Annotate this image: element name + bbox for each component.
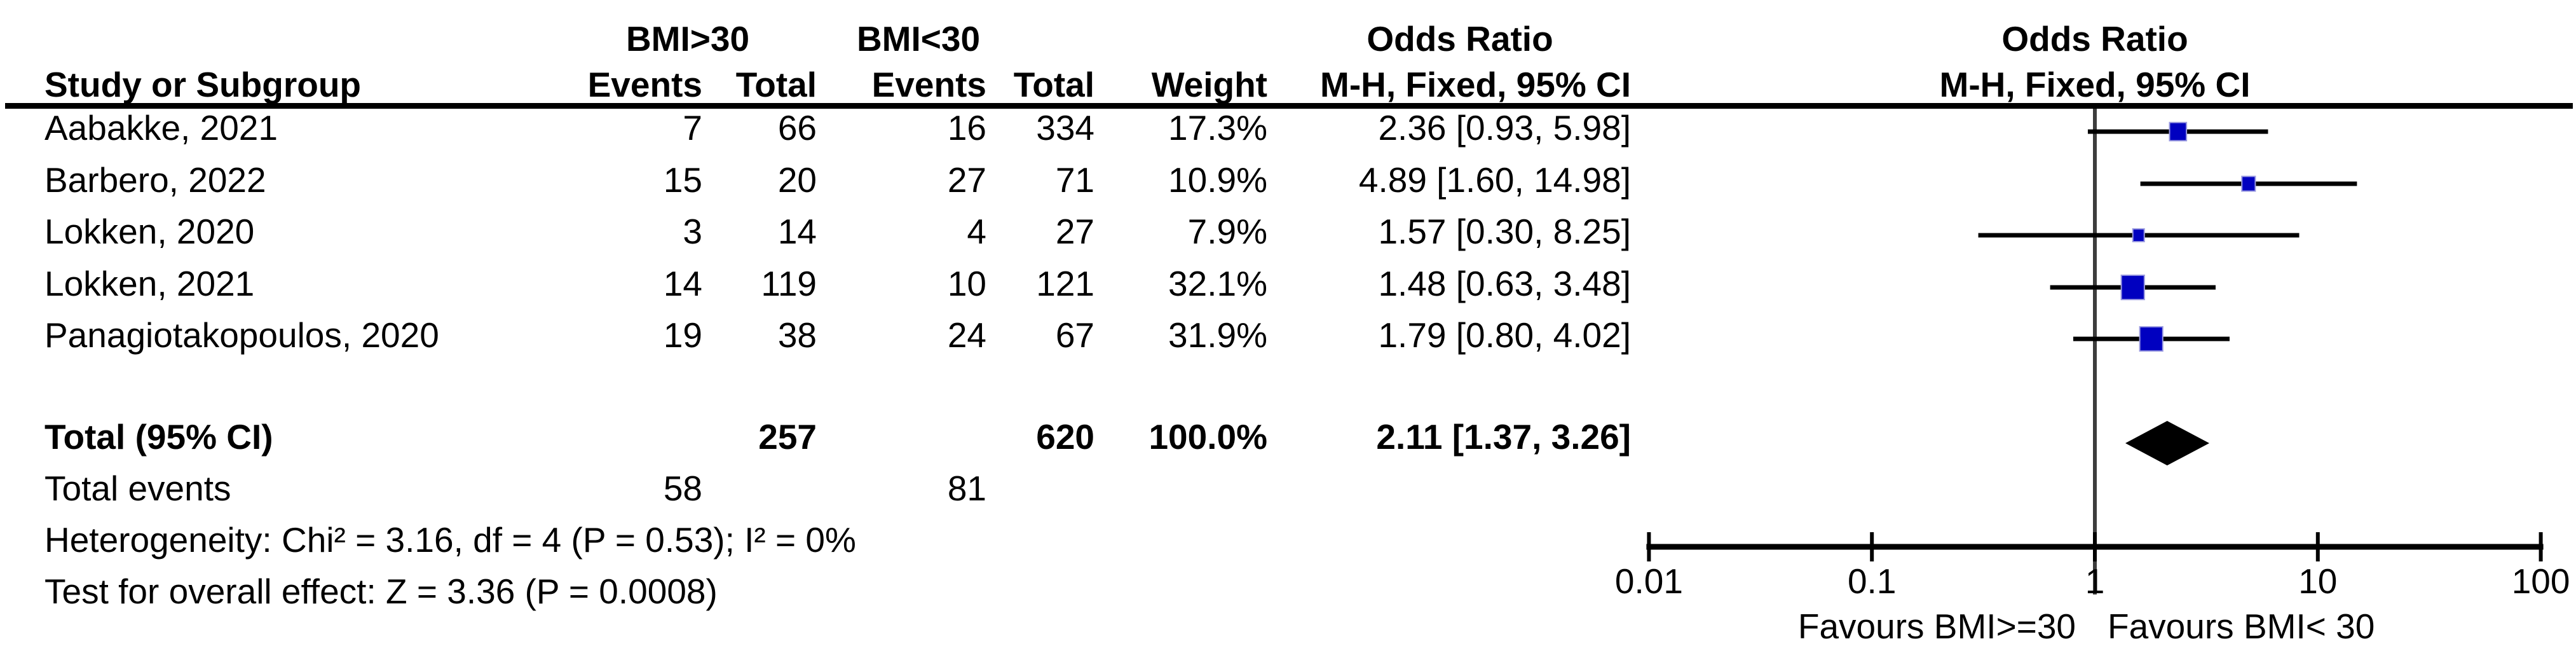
total-events-1: 58 — [663, 469, 702, 508]
study-name: Panagiotakopoulos, 2020 — [44, 315, 439, 355]
study-name: Aabakke, 2021 — [44, 108, 278, 148]
total-diamond — [2125, 421, 2210, 465]
weight-value: 7.9% — [1187, 212, 1267, 251]
group-header-bmi-under-30: BMI<30 — [856, 19, 981, 58]
total-bmi-under-30: 334 — [1036, 108, 1094, 148]
total-events-label: Total events — [44, 469, 231, 508]
odds-ratio-header-right: Odds Ratio — [2001, 19, 2188, 58]
events-bmi-under-30: 16 — [947, 108, 986, 148]
total-row-label: Total (95% CI) — [44, 417, 273, 457]
ci-value: 1.79 [0.80, 4.02] — [1378, 315, 1631, 355]
total-bmi-over-30: 119 — [761, 264, 817, 303]
weight-value: 17.3% — [1168, 108, 1267, 148]
total-bmi-over-30: 66 — [777, 108, 817, 148]
header-rule — [5, 103, 2573, 109]
total-row-ci: 2.11 [1.37, 3.26] — [1376, 417, 1631, 457]
total-row-weight: 100.0% — [1148, 417, 1267, 457]
favours-left-label: Favours BMI>=30 — [1798, 607, 2076, 646]
events-bmi-over-30: 3 — [683, 212, 702, 251]
col-header-weight: Weight — [1151, 65, 1267, 104]
events-bmi-under-30: 27 — [947, 160, 986, 200]
overall-effect-text: Test for overall effect: Z = 3.36 (P = 0… — [44, 572, 718, 611]
total-bmi-over-30: 38 — [777, 315, 817, 355]
weight-value: 31.9% — [1168, 315, 1267, 355]
total-row-total-1: 257 — [758, 417, 817, 457]
odds-ratio-header-left: Odds Ratio — [1366, 19, 1553, 58]
total-bmi-under-30: 71 — [1055, 160, 1094, 200]
study-name: Lokken, 2020 — [44, 212, 255, 251]
col-header-method-left: M-H, Fixed, 95% CI — [1320, 65, 1631, 104]
total-bmi-over-30: 20 — [777, 160, 817, 200]
total-events-2: 81 — [947, 469, 986, 508]
col-header-study: Study or Subgroup — [44, 65, 362, 104]
events-bmi-under-30: 10 — [947, 264, 986, 303]
events-bmi-over-30: 7 — [683, 108, 702, 148]
axis-tick-label: 10 — [2298, 561, 2337, 601]
total-row-total-2: 620 — [1036, 417, 1094, 457]
axis-tick-label: 0.01 — [1615, 561, 1683, 601]
axis-tick-label: 1 — [2085, 561, 2105, 601]
or-square — [2169, 121, 2188, 142]
events-bmi-under-30: 24 — [947, 315, 986, 355]
events-bmi-over-30: 14 — [663, 264, 702, 303]
weight-value: 32.1% — [1168, 264, 1267, 303]
col-header-events-2: Events — [871, 65, 986, 104]
total-bmi-under-30: 67 — [1055, 315, 1094, 355]
ci-value: 1.48 [0.63, 3.48] — [1378, 264, 1631, 303]
total-bmi-under-30: 121 — [1036, 264, 1094, 303]
or-square — [2241, 175, 2256, 192]
weight-value: 10.9% — [1168, 160, 1267, 200]
ci-value: 1.57 [0.30, 8.25] — [1378, 212, 1631, 251]
events-bmi-over-30: 19 — [663, 315, 702, 355]
study-name: Barbero, 2022 — [44, 160, 266, 200]
col-header-total-2: Total — [1013, 65, 1094, 104]
col-header-total-1: Total — [735, 65, 817, 104]
axis-tick-label: 0.1 — [1848, 561, 1896, 601]
col-header-method-right: M-H, Fixed, 95% CI — [1939, 65, 2251, 104]
group-header-bmi-over-30: BMI>30 — [625, 19, 750, 58]
events-bmi-under-30: 4 — [967, 212, 986, 251]
ci-value: 2.36 [0.93, 5.98] — [1378, 108, 1631, 148]
heterogeneity-text: Heterogeneity: Chi² = 3.16, df = 4 (P = … — [44, 520, 856, 560]
axis-tick-label: 100 — [2512, 561, 2570, 601]
study-name: Lokken, 2021 — [44, 264, 255, 303]
or-square — [2139, 326, 2164, 352]
favours-right-label: Favours BMI< 30 — [2108, 607, 2375, 646]
col-header-events-1: Events — [587, 65, 702, 104]
total-bmi-under-30: 27 — [1055, 212, 1094, 251]
total-bmi-over-30: 14 — [777, 212, 817, 251]
or-square — [2120, 274, 2145, 301]
or-square — [2132, 228, 2145, 242]
events-bmi-over-30: 15 — [663, 160, 702, 200]
ci-value: 4.89 [1.60, 14.98] — [1358, 160, 1631, 200]
